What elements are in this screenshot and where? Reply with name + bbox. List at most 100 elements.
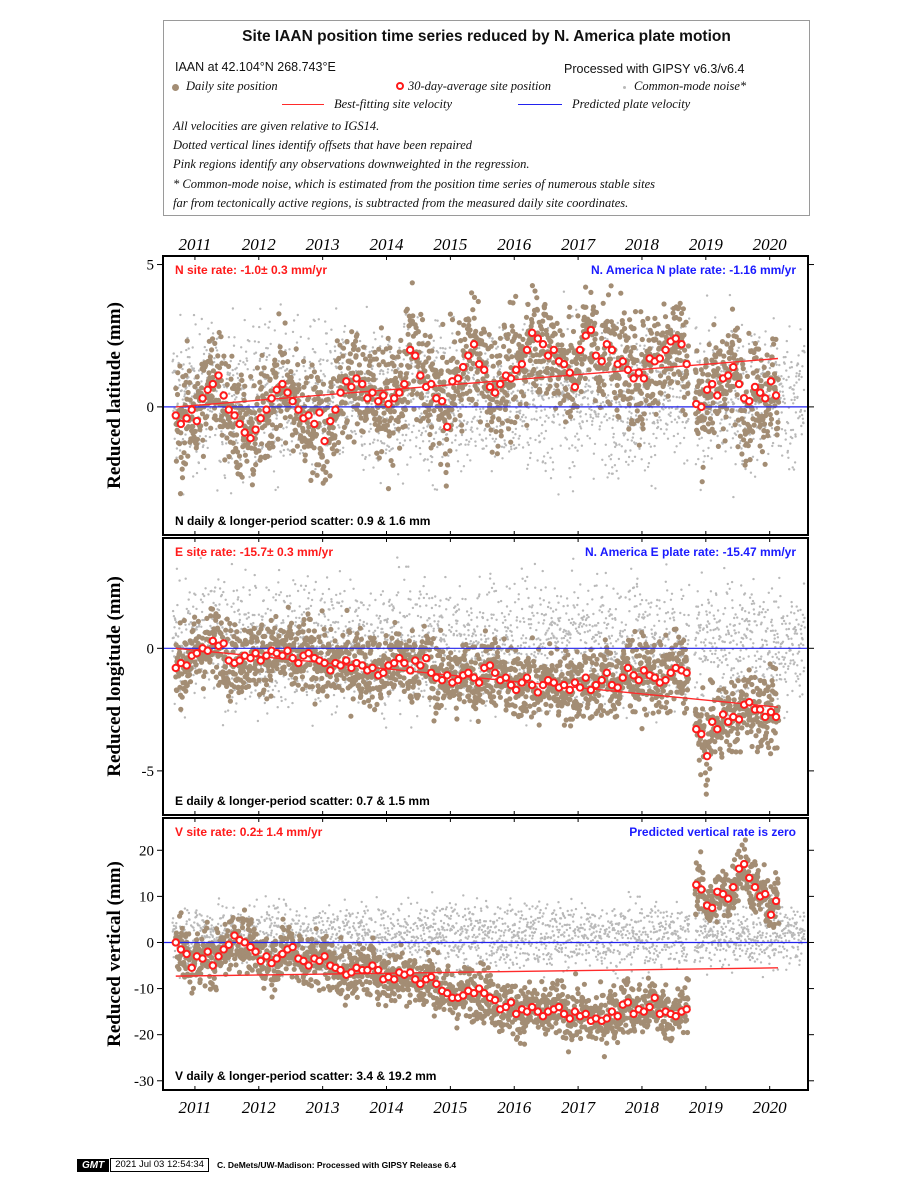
avg-point <box>522 673 532 682</box>
avg-point <box>288 653 297 663</box>
avg-point <box>208 379 218 389</box>
y-tick-label: -30 <box>134 1074 154 1090</box>
avg-point <box>310 419 319 429</box>
avg-point <box>490 388 500 397</box>
avg-point <box>240 428 249 437</box>
avg-point <box>208 636 218 646</box>
avg-point <box>374 396 383 406</box>
avg-point <box>682 1005 691 1014</box>
avg-point <box>358 379 367 389</box>
plate-rate-label: N. America E plate rate: -15.47 mm/yr <box>585 545 796 559</box>
x-tick-label-top: 2015 <box>433 235 467 254</box>
x-tick-label-bottom: 2016 <box>497 1098 532 1117</box>
avg-point <box>602 1014 612 1023</box>
avg-point <box>299 956 308 966</box>
avg-point <box>405 666 415 675</box>
x-tick-label-top: 2018 <box>625 235 660 254</box>
avg-point <box>708 379 717 389</box>
avg-point <box>506 680 516 690</box>
avg-point <box>565 685 574 695</box>
avg-point <box>416 661 425 670</box>
avg-point <box>723 371 733 380</box>
avg-point <box>729 882 738 892</box>
avg-point <box>405 968 415 977</box>
avg-point <box>192 416 202 426</box>
avg-point <box>267 959 276 968</box>
avg-point <box>766 910 776 920</box>
avg-point <box>527 1002 537 1012</box>
legend-plate: Predicted plate velocity <box>572 97 691 111</box>
avg-point <box>230 411 239 420</box>
avg-point <box>527 680 537 690</box>
avg-point <box>501 1002 511 1012</box>
avg-point <box>511 365 521 375</box>
avg-point <box>639 374 649 383</box>
avg-point <box>171 938 180 947</box>
avg-point <box>734 864 744 873</box>
avg-point <box>761 889 770 899</box>
avg-point <box>187 405 196 414</box>
avg-point <box>623 365 633 375</box>
site-rate-label: V site rate: 0.2± 1.4 mm/yr <box>175 825 323 839</box>
avg-point <box>634 368 643 377</box>
avg-marker-icon <box>396 82 404 90</box>
avg-point <box>251 947 260 956</box>
legend-note-2: Dotted vertical lines identify offsets t… <box>173 138 472 152</box>
avg-point <box>697 402 706 412</box>
avg-point <box>246 942 255 952</box>
avg-point <box>389 975 399 984</box>
avg-point <box>416 979 425 989</box>
avg-point <box>565 368 574 377</box>
avg-point <box>682 668 691 678</box>
panel-frame <box>162 255 809 536</box>
avg-point <box>326 416 335 426</box>
avg-point <box>368 961 377 970</box>
avg-point <box>405 345 415 355</box>
avg-point <box>655 354 665 363</box>
avg-point <box>634 675 643 685</box>
avg-point <box>771 712 781 722</box>
avg-point <box>389 394 399 403</box>
avg-point <box>586 325 596 335</box>
avg-point <box>745 698 754 707</box>
site-rate-label: N site rate: -1.0± 0.3 mm/yr <box>175 263 327 277</box>
avg-point <box>203 385 212 395</box>
legend-avg: 30-day-average site position <box>408 79 552 93</box>
avg-point <box>294 658 303 668</box>
avg-point <box>538 680 548 690</box>
avg-point <box>411 351 420 360</box>
x-tick-label-bottom: 2011 <box>179 1098 212 1117</box>
avg-point <box>256 414 265 423</box>
avg-point <box>697 885 706 894</box>
best-fit-line <box>175 357 779 408</box>
avg-point <box>723 717 733 727</box>
y-axis-label: Reduced latitude (mm) <box>104 302 125 489</box>
avg-point <box>187 963 196 973</box>
avg-point <box>331 405 340 414</box>
avg-point <box>570 382 580 392</box>
avg-point <box>442 671 452 680</box>
avg-point <box>347 663 356 673</box>
y-tick-label: -5 <box>142 764 155 780</box>
panel-frame <box>162 817 809 1091</box>
avg-point <box>597 675 606 685</box>
avg-point <box>629 671 638 680</box>
avg-point <box>538 1012 548 1021</box>
legend-note-1: All velocities are given relative to IGS… <box>173 119 380 133</box>
avg-point <box>224 405 233 414</box>
avg-point <box>761 712 770 722</box>
avg-point <box>240 938 249 947</box>
x-tick-label-top: 2016 <box>497 235 532 254</box>
avg-point <box>602 668 612 678</box>
avg-point <box>224 940 233 949</box>
avg-point <box>723 894 733 903</box>
y-tick-label: 0 <box>147 400 155 416</box>
avg-point <box>442 422 452 432</box>
avg-point <box>283 646 292 655</box>
avg-point <box>395 388 404 397</box>
avg-point <box>766 707 776 717</box>
avg-point <box>713 391 722 400</box>
avg-point <box>591 680 601 690</box>
avg-point <box>453 675 463 685</box>
panel-2: -5 0 Reduced longitude (mm) E site rate: -1… <box>104 537 814 816</box>
